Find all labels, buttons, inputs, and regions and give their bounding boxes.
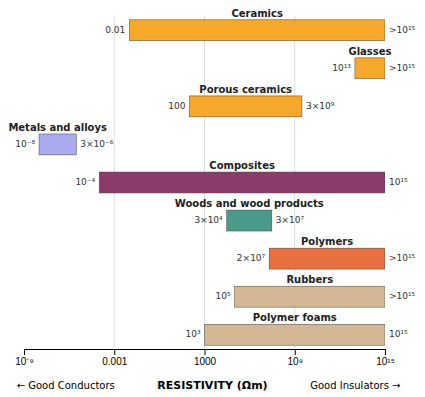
category-label: Rubbers: [286, 274, 333, 285]
tick-mark: [295, 349, 296, 355]
data-label: 3×10⁷: [276, 215, 305, 225]
category-label: Polymer foams: [253, 312, 337, 323]
data-label: 10⁻⁸: [15, 139, 35, 149]
bar: [227, 210, 272, 231]
bars: [39, 20, 385, 345]
annotation: Good Insulators →: [310, 380, 400, 391]
chart: 10⁻⁹ 0.001 1000 10⁹ 10¹⁵ Ceramics Glasses Porou…: [0, 0, 425, 397]
tick-label: 10⁹: [288, 356, 303, 367]
tick-label: 10¹⁵: [376, 356, 395, 367]
data-label: 10⁵: [216, 291, 231, 301]
category-label: Composites: [209, 160, 275, 171]
category-label: Porous ceramics: [199, 84, 292, 95]
data-label: 10¹⁵: [389, 177, 408, 187]
category-label: Metals and alloys: [8, 122, 107, 133]
data-label: 10¹⁵: [389, 329, 408, 339]
data-label: >10¹⁵: [389, 253, 416, 263]
labels: Ceramics Glasses Porous ceramics Metals and…: [8, 8, 415, 339]
data-label: 3×10⁴: [194, 215, 223, 225]
bar: [189, 96, 301, 117]
x-axis-title: RESISTIVITY (Ωm): [157, 379, 267, 392]
bar: [129, 20, 385, 41]
axis-line: [25, 350, 386, 356]
tick-mark: [385, 349, 386, 355]
tick: 1000: [194, 349, 217, 367]
bar: [355, 58, 385, 79]
bar: [39, 134, 76, 155]
data-label: 10¹³: [332, 63, 351, 73]
data-label: 10⁻⁴: [75, 177, 95, 187]
data-label: 10³: [185, 329, 200, 339]
tick-label: 1000: [194, 356, 217, 367]
bar: [99, 172, 385, 193]
category-label: Ceramics: [231, 8, 283, 19]
tick-mark: [205, 349, 206, 355]
data-label: >10¹⁵: [389, 63, 416, 73]
data-label: 3×10⁻⁶: [80, 139, 113, 149]
x-axis: 10⁻⁹ 0.001 1000 10⁹ 10¹⁵: [15, 349, 395, 367]
data-label: >10¹⁵: [389, 25, 416, 35]
bar: [235, 286, 385, 307]
data-label: 3×10⁹: [306, 101, 335, 111]
tick-label: 10⁻⁹: [15, 356, 33, 367]
data-label: >10¹⁵: [389, 291, 416, 301]
tick-mark: [114, 349, 115, 355]
category-label: Woods and wood products: [175, 198, 324, 209]
tick: 10⁻⁹: [15, 349, 33, 367]
data-label: 0.01: [105, 25, 125, 35]
tick: 10¹⁵: [376, 349, 395, 367]
data-label: 2×10⁷: [237, 253, 266, 263]
tick-label: 0.001: [102, 356, 127, 367]
tick: 0.001: [102, 349, 127, 367]
annotation: ← Good Conductors: [17, 380, 115, 391]
bar: [269, 248, 385, 269]
tick-mark: [24, 349, 25, 355]
tick: 10⁹: [288, 349, 303, 367]
category-label: Glasses: [348, 46, 391, 57]
category-label: Polymers: [301, 236, 353, 247]
data-label: 100: [168, 101, 185, 111]
bar: [205, 324, 386, 345]
